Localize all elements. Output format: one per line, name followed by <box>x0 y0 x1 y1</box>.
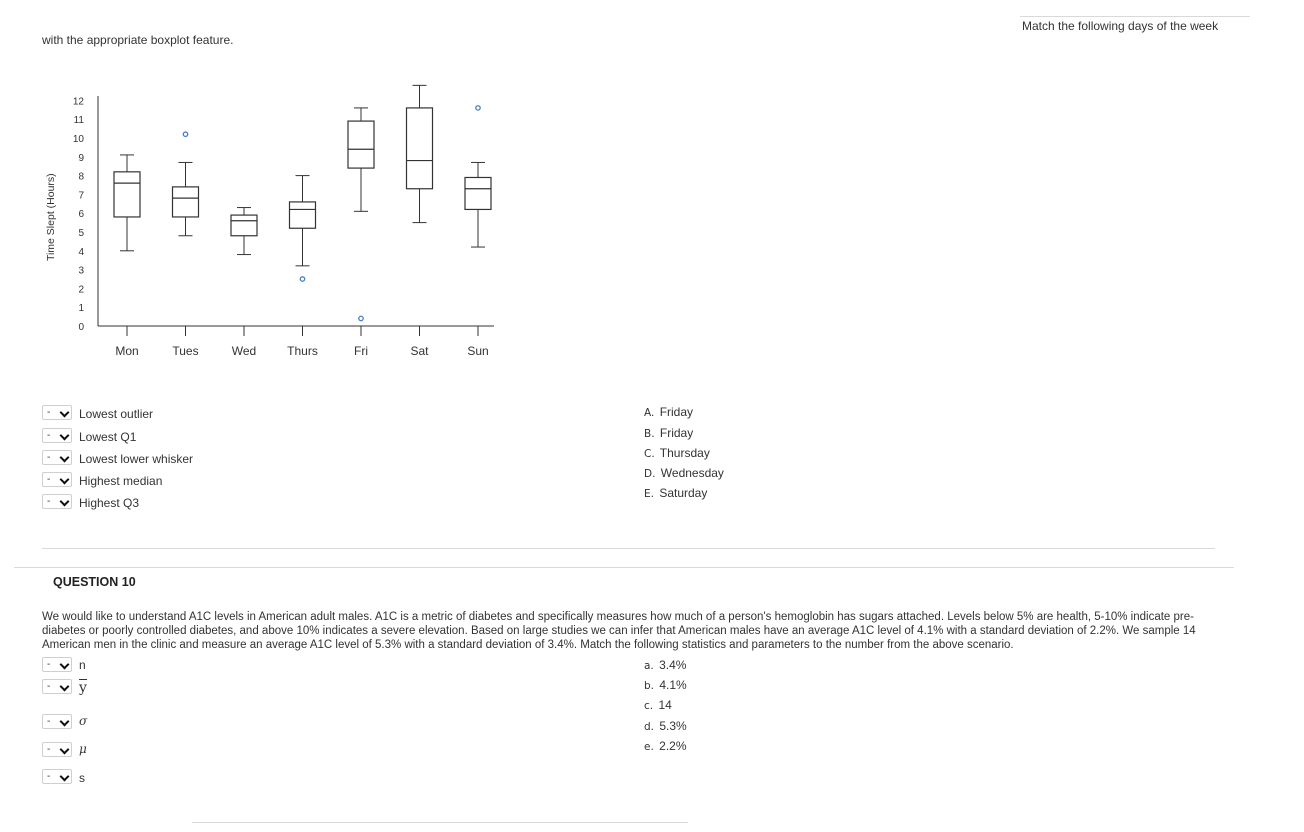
y-axis-label: Time Slept (Hours) <box>45 173 57 261</box>
answer-select-n[interactable]: - <box>42 657 72 672</box>
symbol-mu: μ <box>79 742 87 756</box>
y-tick-label: 11 <box>74 115 85 126</box>
item-label-lowest-outlier: Lowest outlier <box>79 407 154 421</box>
x-tick-label: Tues <box>172 344 198 358</box>
answer-select-lowest-lower-whisker[interactable]: - <box>42 450 72 465</box>
box-fri <box>347 120 375 169</box>
option-a: a. 3.4% <box>644 658 687 672</box>
item-label-highest-median: Highest median <box>79 474 163 488</box>
question-10-title: QUESTION 10 <box>53 575 136 589</box>
outlier-point <box>182 131 189 138</box>
answer-select-lowest-outlier[interactable]: - <box>42 405 72 420</box>
item-label-lowest-lower-whisker: Lowest lower whisker <box>79 452 194 466</box>
y-tick-label: 12 <box>73 96 85 107</box>
question-header-right: Match the following days of the week <box>1022 19 1219 33</box>
chevron-down-icon <box>59 659 70 670</box>
box-sat <box>405 107 434 190</box>
y-tick-label: 3 <box>78 266 84 277</box>
symbol-s: s <box>79 771 85 785</box>
question-header-left: with the appropriate boxplot feature. <box>42 33 234 47</box>
option-e: e. 2.2% <box>644 739 687 753</box>
option-a: A. Friday <box>644 405 694 419</box>
y-tick-label: 6 <box>78 209 84 220</box>
y-tick-label: 5 <box>78 228 84 239</box>
y-tick-label: 0 <box>78 322 84 333</box>
y-tick-label: 2 <box>78 284 84 295</box>
outlier-point <box>299 276 306 282</box>
bottom-divider <box>192 822 688 823</box>
option-b: B. Friday <box>644 426 694 440</box>
question-10-text: We would like to understand A1C levels i… <box>42 611 1196 651</box>
chevron-down-icon <box>59 771 70 782</box>
x-tick-label: Sun <box>467 344 488 358</box>
y-tick-label: 1 <box>78 303 84 314</box>
box-thurs <box>288 201 317 229</box>
y-tick-label: 8 <box>78 172 84 183</box>
option-c: C. Thursday <box>644 446 710 460</box>
item-label-lowest-q1: Lowest Q1 <box>79 430 137 444</box>
option-b: b. 4.1% <box>644 678 687 692</box>
answer-select-s[interactable]: - <box>42 769 72 784</box>
chevron-down-icon <box>59 496 70 507</box>
option-d: d. 5.3% <box>644 719 687 733</box>
answer-select-sigma[interactable]: - <box>42 714 72 729</box>
option-c: c. 14 <box>644 698 672 712</box>
y-tick-label: 4 <box>78 247 84 258</box>
chevron-down-icon <box>59 474 70 485</box>
answer-select-lowest-q1[interactable]: - <box>42 428 72 443</box>
chevron-down-icon <box>59 452 70 463</box>
chevron-down-icon <box>59 744 70 755</box>
top-divider <box>1020 16 1250 17</box>
answer-select-highest-q3[interactable]: - <box>42 494 72 509</box>
option-e: E. Saturday <box>644 486 708 500</box>
question-divider <box>42 548 1215 549</box>
chevron-down-icon <box>59 716 70 727</box>
chevron-down-icon <box>59 430 70 441</box>
x-tick-label: Sat <box>410 344 429 358</box>
chevron-down-icon <box>59 407 70 418</box>
item-label-highest-q3: Highest Q3 <box>79 496 140 510</box>
answer-select-y-bar[interactable]: - <box>42 679 72 694</box>
y-tick-label: 9 <box>78 153 84 164</box>
symbol-sigma: σ <box>79 714 88 728</box>
x-tick-label: Mon <box>115 344 138 358</box>
y-tick-label: 10 <box>73 134 85 145</box>
symbol-y-bar: y <box>79 679 87 696</box>
question-header-rule <box>14 567 1234 568</box>
y-tick-label: 7 <box>78 190 84 201</box>
answer-select-highest-median[interactable]: - <box>42 472 72 487</box>
x-tick-label: Wed <box>232 344 256 358</box>
box-mon <box>113 171 141 218</box>
box-wed <box>230 214 258 237</box>
x-tick-label: Fri <box>354 344 368 358</box>
x-tick-label: Thurs <box>287 344 318 358</box>
box-tues <box>171 186 200 218</box>
answer-select-mu[interactable]: - <box>42 742 72 757</box>
outlier-point <box>475 105 481 111</box>
outlier-point <box>358 315 364 322</box>
box-sun <box>464 176 492 211</box>
option-d: D. Wednesday <box>644 466 724 480</box>
symbol-n: n <box>79 658 86 672</box>
chevron-down-icon <box>59 681 70 692</box>
